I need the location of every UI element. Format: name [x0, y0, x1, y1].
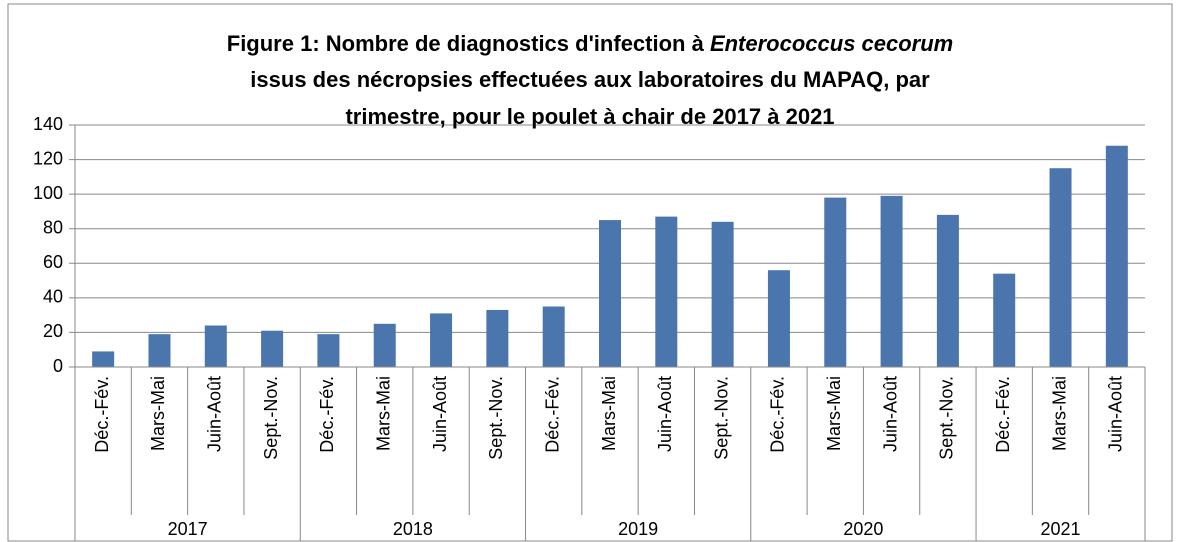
x-tick-label: Déc.-Fév. — [542, 376, 562, 453]
group-label: 2018 — [393, 519, 433, 539]
title-text: Figure 1: Nombre de diagnostics d'infect… — [227, 31, 710, 56]
bar — [261, 330, 284, 367]
bar — [373, 323, 396, 367]
x-tick-label: Déc.-Fév. — [993, 376, 1013, 453]
y-tick-label: 100 — [33, 183, 63, 203]
bar — [936, 214, 959, 367]
bar — [599, 220, 621, 367]
bar — [711, 221, 734, 367]
bar — [1049, 168, 1072, 367]
y-tick-label: 0 — [53, 356, 63, 376]
x-tick-label: Déc.-Fév. — [317, 376, 337, 453]
x-tick-label: Sept.-Nov. — [937, 376, 957, 460]
bar — [430, 313, 453, 367]
title-italic: Enterococcus cecorum — [710, 31, 953, 56]
bar — [1105, 145, 1128, 367]
bar — [148, 334, 171, 367]
x-tick-label: Mars-Mai — [824, 376, 844, 451]
x-tick-label: Déc.-Fév. — [92, 376, 112, 453]
bar — [824, 197, 847, 367]
bar — [542, 306, 565, 367]
chart-title: trimestre, pour le poulet à chair de 201… — [345, 104, 834, 129]
x-tick-label: Mars-Mai — [373, 376, 393, 451]
y-tick-label: 120 — [33, 148, 63, 168]
x-tick-label: Juin-Août — [880, 376, 900, 452]
x-tick-label: Mars-Mai — [1049, 376, 1069, 451]
x-tick-label: Juin-Août — [430, 376, 450, 452]
bar — [880, 195, 903, 367]
y-tick-label: 60 — [43, 252, 63, 272]
bar — [655, 216, 678, 367]
x-tick-label: Sept.-Nov. — [711, 376, 731, 460]
bar — [993, 273, 1016, 367]
y-tick-label: 20 — [43, 321, 63, 341]
y-tick-label: 40 — [43, 287, 63, 307]
x-tick-label: Juin-Août — [205, 376, 225, 452]
chart-frame — [7, 3, 1173, 542]
bar — [486, 309, 509, 367]
x-tick-label: Déc.-Fév. — [768, 376, 788, 453]
x-tick-label: Mars-Mai — [599, 376, 619, 451]
x-tick-label: Juin-Août — [655, 376, 675, 452]
chart-title: Figure 1: Nombre de diagnostics d'infect… — [227, 31, 954, 56]
x-tick-label: Sept.-Nov. — [261, 376, 281, 460]
group-label: 2021 — [1041, 519, 1081, 539]
group-label: 2019 — [618, 519, 658, 539]
bar — [767, 270, 790, 367]
group-label: 2020 — [843, 519, 883, 539]
bar — [317, 334, 340, 367]
bar — [92, 351, 115, 367]
chart-title: issus des nécropsies effectuées aux labo… — [250, 67, 930, 92]
x-tick-label: Mars-Mai — [148, 376, 168, 451]
x-tick-label: Sept.-Nov. — [486, 376, 506, 460]
x-tick-label: Juin-Août — [1106, 376, 1126, 452]
y-tick-label: 140 — [33, 114, 63, 134]
group-label: 2017 — [168, 519, 208, 539]
bar — [204, 325, 227, 367]
y-tick-label: 80 — [43, 217, 63, 237]
